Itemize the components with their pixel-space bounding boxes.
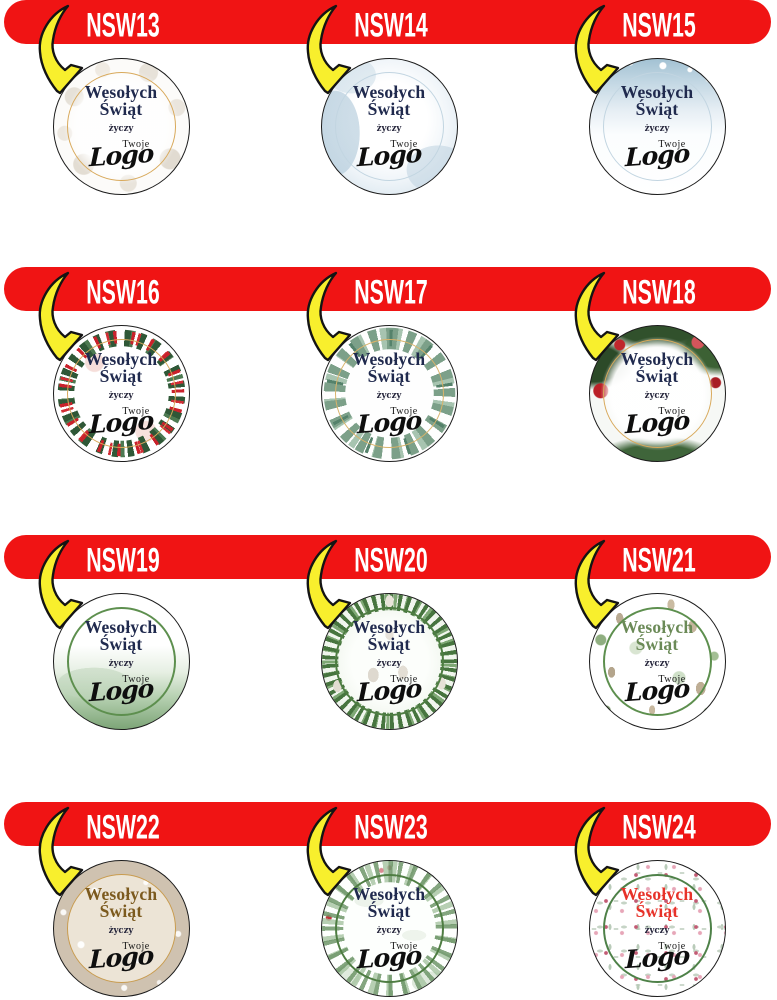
arrow-icon — [306, 271, 352, 362]
logo-placeholder-small: Twoje — [122, 941, 150, 953]
arrow-icon — [38, 271, 84, 362]
row-banner — [4, 802, 771, 846]
logo-placeholder-main: Logo — [356, 940, 422, 975]
sticker-text: Wesołych Świąt życzy Twoje Logo — [332, 69, 447, 184]
greeting-line1: Wesołych — [620, 883, 694, 904]
arrow-icon — [574, 806, 620, 897]
greeting-line2: Świąt — [99, 634, 143, 655]
sticker-text: Wesołych Świąt życzy Twoje Logo — [64, 871, 179, 986]
ornament-word: życzy — [108, 658, 134, 670]
greeting-line1: Wesołych — [84, 883, 158, 904]
arrow-icon — [306, 539, 352, 630]
logo-placeholder-small: Twoje — [390, 139, 418, 151]
arrow-icon — [306, 4, 352, 95]
sticker-preview[interactable]: Wesołych Świąt życzy Twoje Logo — [588, 593, 726, 730]
product-row: NSW13 Wesołych Świąt życzy Twoje Logo NS… — [0, 0, 777, 267]
logo-placeholder-main: Logo — [88, 138, 154, 173]
ornament-word: życzy — [376, 925, 402, 937]
logo-placeholder-main: Logo — [624, 673, 690, 708]
greeting-line2: Świąt — [99, 99, 143, 120]
greeting-line2: Świąt — [635, 901, 679, 922]
arrow-icon — [38, 539, 84, 630]
row-banner — [4, 267, 771, 311]
ornament-word: życzy — [644, 658, 670, 670]
product-code: NSW18 — [622, 272, 696, 312]
greeting-line2: Świąt — [367, 901, 411, 922]
product-code: NSW21 — [622, 540, 696, 580]
logo-placeholder-small: Twoje — [658, 139, 686, 151]
ornament-word: życzy — [644, 390, 670, 402]
ornament-word: życzy — [108, 123, 134, 135]
row-banner — [4, 535, 771, 579]
greeting-line1: Wesołych — [620, 81, 694, 102]
greeting-line2: Świąt — [367, 366, 411, 387]
product-code: NSW16 — [86, 272, 160, 312]
sticker-preview[interactable]: Wesołych Świąt życzy Twoje Logo — [588, 58, 726, 195]
greeting-line2: Świąt — [635, 366, 679, 387]
product-code: NSW24 — [622, 807, 696, 847]
product-row: NSW16 Wesołych Świąt życzy Twoje Logo NS… — [0, 267, 777, 534]
row-banner — [4, 0, 771, 44]
sticker-preview[interactable]: Wesołych Świąt życzy Twoje Logo — [320, 58, 458, 195]
ornament-word: życzy — [108, 925, 134, 937]
sticker-text: Wesołych Świąt życzy Twoje Logo — [600, 871, 715, 986]
ornament-word: życzy — [376, 390, 402, 402]
greeting-line2: Świąt — [635, 634, 679, 655]
sticker-text: Wesołych Świąt życzy Twoje Logo — [600, 604, 715, 719]
logo-placeholder-small: Twoje — [658, 674, 686, 686]
product-code: NSW23 — [354, 807, 428, 847]
product-code: NSW20 — [354, 540, 428, 580]
ornament-word: życzy — [644, 925, 670, 937]
logo-placeholder-main: Logo — [624, 138, 690, 173]
greeting-line1: Wesołych — [352, 81, 426, 102]
logo-placeholder-main: Logo — [356, 405, 422, 440]
greeting-line2: Świąt — [99, 901, 143, 922]
logo-placeholder-main: Logo — [624, 940, 690, 975]
logo-placeholder-main: Logo — [88, 940, 154, 975]
logo-placeholder-main: Logo — [356, 673, 422, 708]
ornament-word: życzy — [376, 123, 402, 135]
logo-placeholder-main: Logo — [624, 405, 690, 440]
greeting-line2: Świąt — [99, 366, 143, 387]
product-code: NSW22 — [86, 807, 160, 847]
product-code: NSW13 — [86, 5, 160, 45]
greeting-line2: Świąt — [367, 99, 411, 120]
greeting-line2: Świąt — [367, 634, 411, 655]
product-code: NSW19 — [86, 540, 160, 580]
sticker-text: Wesołych Świąt życzy Twoje Logo — [600, 69, 715, 184]
arrow-icon — [38, 806, 84, 897]
ornament-word: życzy — [376, 658, 402, 670]
logo-placeholder-main: Logo — [88, 405, 154, 440]
ornament-word: życzy — [108, 390, 134, 402]
product-code: NSW15 — [622, 5, 696, 45]
product-code: NSW14 — [354, 5, 428, 45]
product-row: NSW22 Wesołych Świąt życzy Twoje Logo NS… — [0, 802, 777, 1000]
product-code: NSW17 — [354, 272, 428, 312]
arrow-icon — [38, 4, 84, 95]
greeting-line1: Wesołych — [620, 616, 694, 637]
logo-placeholder-main: Logo — [356, 138, 422, 173]
product-row: NSW19 Wesołych Świąt życzy Twoje Logo NS… — [0, 535, 777, 802]
logo-placeholder-small: Twoje — [658, 941, 686, 953]
arrow-icon — [574, 271, 620, 362]
ornament-word: życzy — [644, 123, 670, 135]
arrow-icon — [306, 806, 352, 897]
arrow-icon — [574, 4, 620, 95]
greeting-line2: Świąt — [635, 99, 679, 120]
sticker-preview[interactable]: Wesołych Świąt życzy Twoje Logo — [52, 860, 190, 997]
arrow-icon — [574, 539, 620, 630]
logo-placeholder-main: Logo — [88, 673, 154, 708]
